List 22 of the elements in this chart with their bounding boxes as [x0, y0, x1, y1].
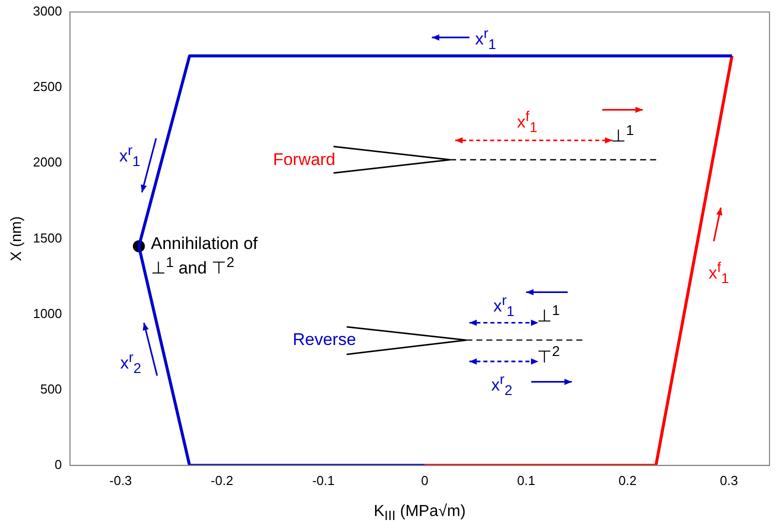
annotation: Forward	[272, 150, 336, 170]
annotation: Annihilation of ⊥$^{1}$ and ⊤$^{2}$	[150, 234, 259, 278]
y-tick-label: 1500	[33, 230, 62, 246]
annotation: ⊥$^{1}$	[611, 123, 634, 148]
y-tick-label: 500	[40, 381, 62, 396]
y-tick-label: 2500	[33, 79, 62, 94]
y-tick-label: 3000	[33, 4, 62, 19]
x-tick-label: 0	[421, 472, 428, 488]
annotation: ⊥$^{1}$	[537, 302, 560, 327]
y-axis-title: X (nm)	[8, 216, 26, 262]
x-tick-label: -0.1	[312, 472, 335, 488]
y-tick-label: 2000	[33, 154, 62, 170]
x-tick-label: 0.3	[720, 472, 738, 488]
annotation: ⊤$^{2}$	[537, 344, 560, 368]
x-tick-label: 0.2	[618, 472, 637, 488]
y-tick-label: 0	[54, 456, 62, 472]
annotation: Reverse	[292, 330, 356, 350]
y-tick-label: 1000	[33, 306, 62, 321]
x-tick-label: 0.1	[517, 472, 536, 488]
x-tick-label: -0.3	[109, 472, 132, 488]
x-tick-label: -0.2	[210, 472, 234, 488]
x-axis-title: K$_{III}$ (MPa√m)	[374, 503, 466, 524]
